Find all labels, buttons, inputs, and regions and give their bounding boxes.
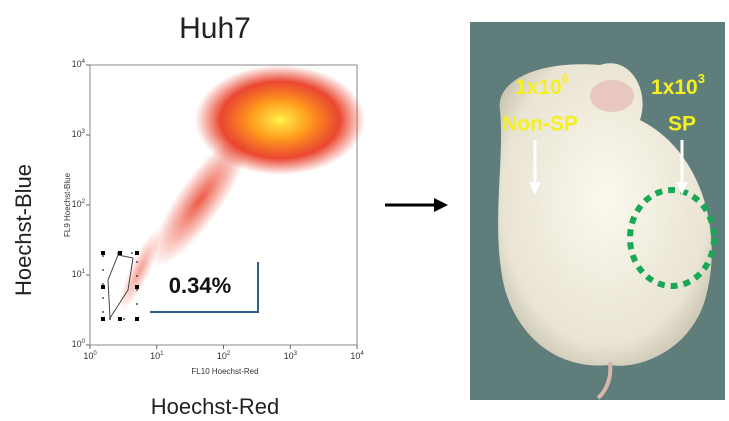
tick-base: 10 [72, 269, 82, 279]
cell-type: SP [668, 113, 696, 136]
cell-count: 1x103 [651, 71, 705, 98]
mouse-photo: 1x106 Non-SP 1x103 SP [470, 22, 725, 400]
tick-exponent: 2 [227, 351, 231, 357]
tick-exponent: 2 [82, 199, 86, 205]
gate-percentage: 0.34% [169, 273, 231, 298]
tick-label: 102 [72, 199, 86, 210]
tick-label: 101 [150, 351, 164, 362]
count-exponent: 3 [698, 71, 705, 86]
tick-exponent: 0 [82, 339, 86, 345]
tick-base: 10 [150, 351, 160, 361]
tick-exponent: 4 [82, 59, 86, 65]
x-axis-title: Hoechst-Red [151, 394, 279, 419]
tick-exponent: 1 [82, 269, 86, 275]
tick-base: 10 [217, 351, 227, 361]
tick-label: 103 [72, 129, 86, 140]
tick-label: 100 [72, 339, 86, 350]
cell-count: 1x106 [515, 71, 569, 98]
figure: Huh7 0.34% 10010110210310410010110210310… [0, 0, 729, 421]
tick-base: 10 [72, 339, 82, 349]
count-base: 1x10 [515, 76, 562, 99]
tick-exponent: 4 [360, 351, 364, 357]
mouse-ear [590, 80, 634, 112]
tick-exponent: 1 [160, 351, 164, 357]
tick-base: 10 [350, 351, 360, 361]
tick-base: 10 [72, 199, 82, 209]
tick-label: 104 [350, 351, 364, 362]
tick-label: 103 [284, 351, 298, 362]
tick-label: 101 [72, 269, 86, 280]
count-base: 1x10 [651, 76, 698, 99]
tick-label: 104 [72, 59, 86, 70]
x-channel-label: FL10 Hoechst-Red [191, 367, 258, 376]
arrow-head [434, 198, 448, 212]
cell-type: Non-SP [502, 113, 578, 136]
tick-base: 10 [284, 351, 294, 361]
tick-exponent: 0 [93, 351, 97, 357]
tick-label: 100 [83, 351, 97, 362]
panel-title: Huh7 [179, 12, 251, 45]
tick-base: 10 [72, 129, 82, 139]
tick-base: 10 [72, 59, 82, 69]
count-exponent: 6 [562, 71, 569, 86]
tick-base: 10 [83, 351, 93, 361]
tick-exponent: 3 [294, 351, 298, 357]
y-channel-label: FL9 Hoechst-Blue [63, 172, 72, 237]
page: {"title": "Huh7", "plot": {"y_axis_title… [0, 0, 729, 421]
tick-exponent: 3 [82, 129, 86, 135]
density-plot: 0.34% [90, 65, 365, 345]
tick-label: 102 [217, 351, 231, 362]
y-axis-title: Hoechst-Blue [11, 164, 36, 296]
